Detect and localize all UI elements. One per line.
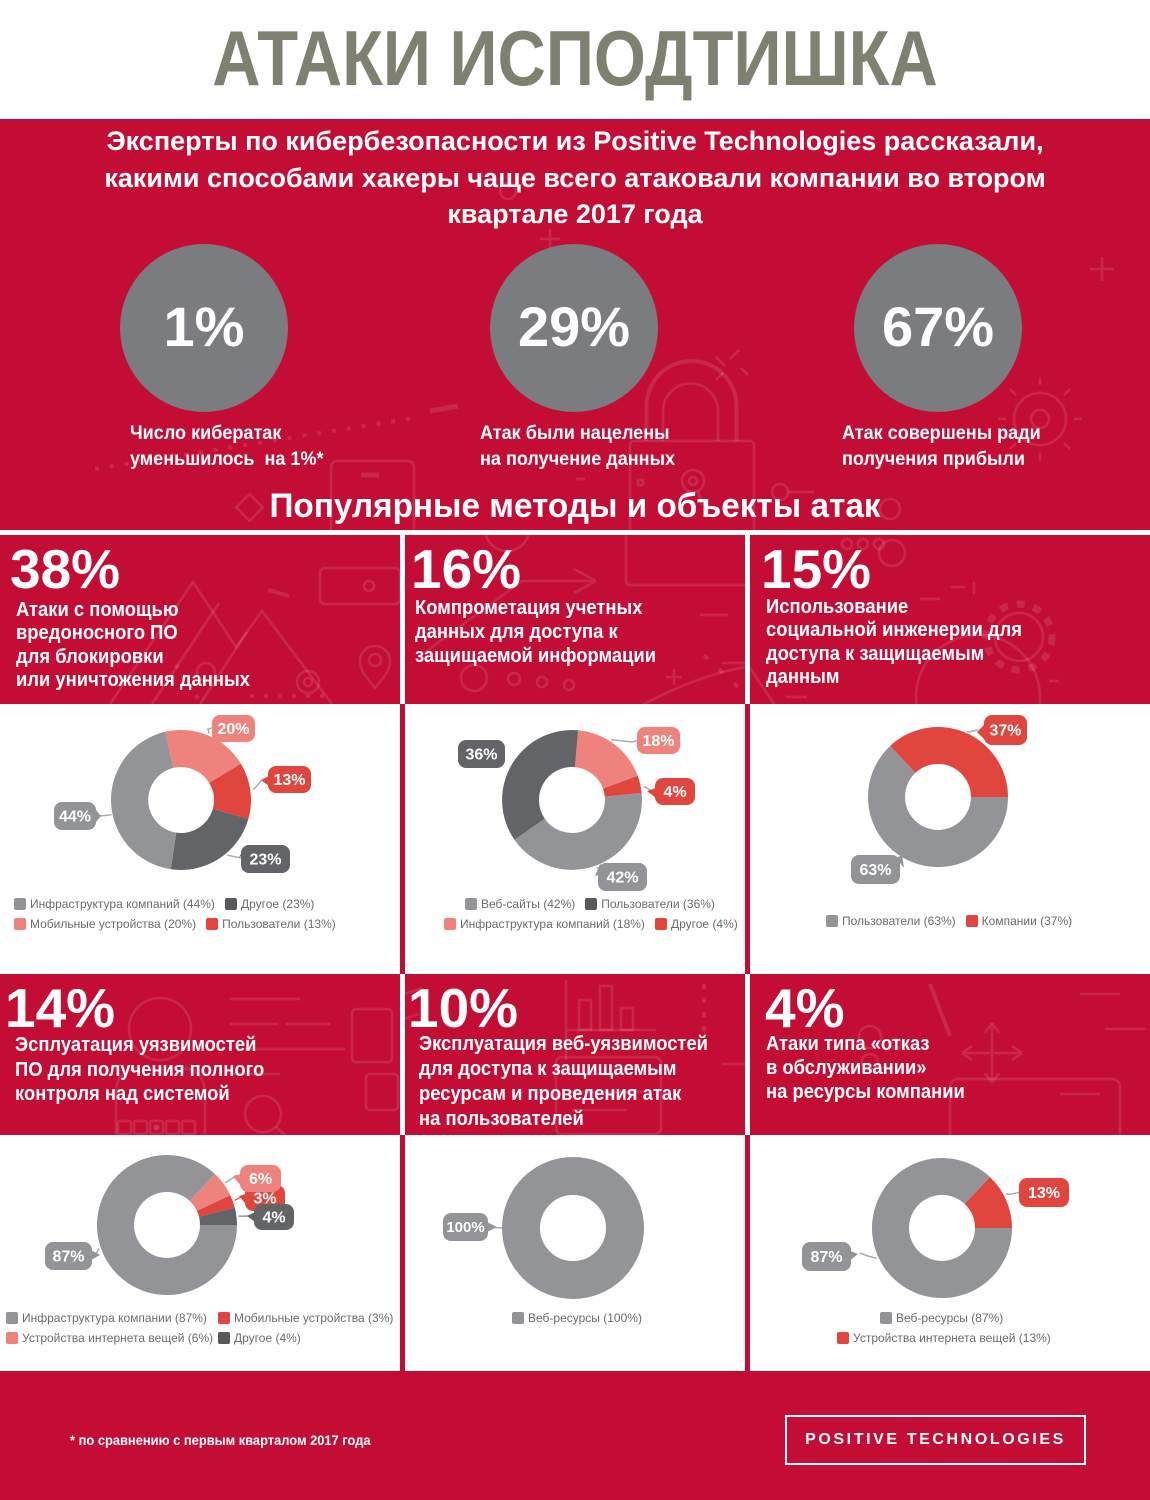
svg-text:37%: 37% xyxy=(989,723,1021,740)
svg-text:67%: 67% xyxy=(882,295,994,358)
svg-text:42%: 42% xyxy=(606,870,638,887)
svg-text:4%: 4% xyxy=(663,784,686,801)
svg-text:4%: 4% xyxy=(262,1210,285,1227)
svg-text:20%: 20% xyxy=(217,721,249,738)
svg-text:44%: 44% xyxy=(59,809,91,826)
svg-text:23%: 23% xyxy=(249,852,281,869)
svg-text:13%: 13% xyxy=(1028,1185,1060,1202)
svg-text:87%: 87% xyxy=(810,1249,842,1266)
svg-text:13%: 13% xyxy=(273,772,305,789)
svg-text:6%: 6% xyxy=(249,1171,272,1188)
svg-text:18%: 18% xyxy=(642,733,674,750)
svg-text:1%: 1% xyxy=(164,295,245,358)
svg-text:36%: 36% xyxy=(465,747,497,764)
svg-text:29%: 29% xyxy=(518,295,630,358)
svg-text:87%: 87% xyxy=(52,1249,84,1266)
svg-text:63%: 63% xyxy=(859,862,891,879)
svg-text:3%: 3% xyxy=(253,1191,276,1208)
svg-text:100%: 100% xyxy=(446,1219,484,1236)
